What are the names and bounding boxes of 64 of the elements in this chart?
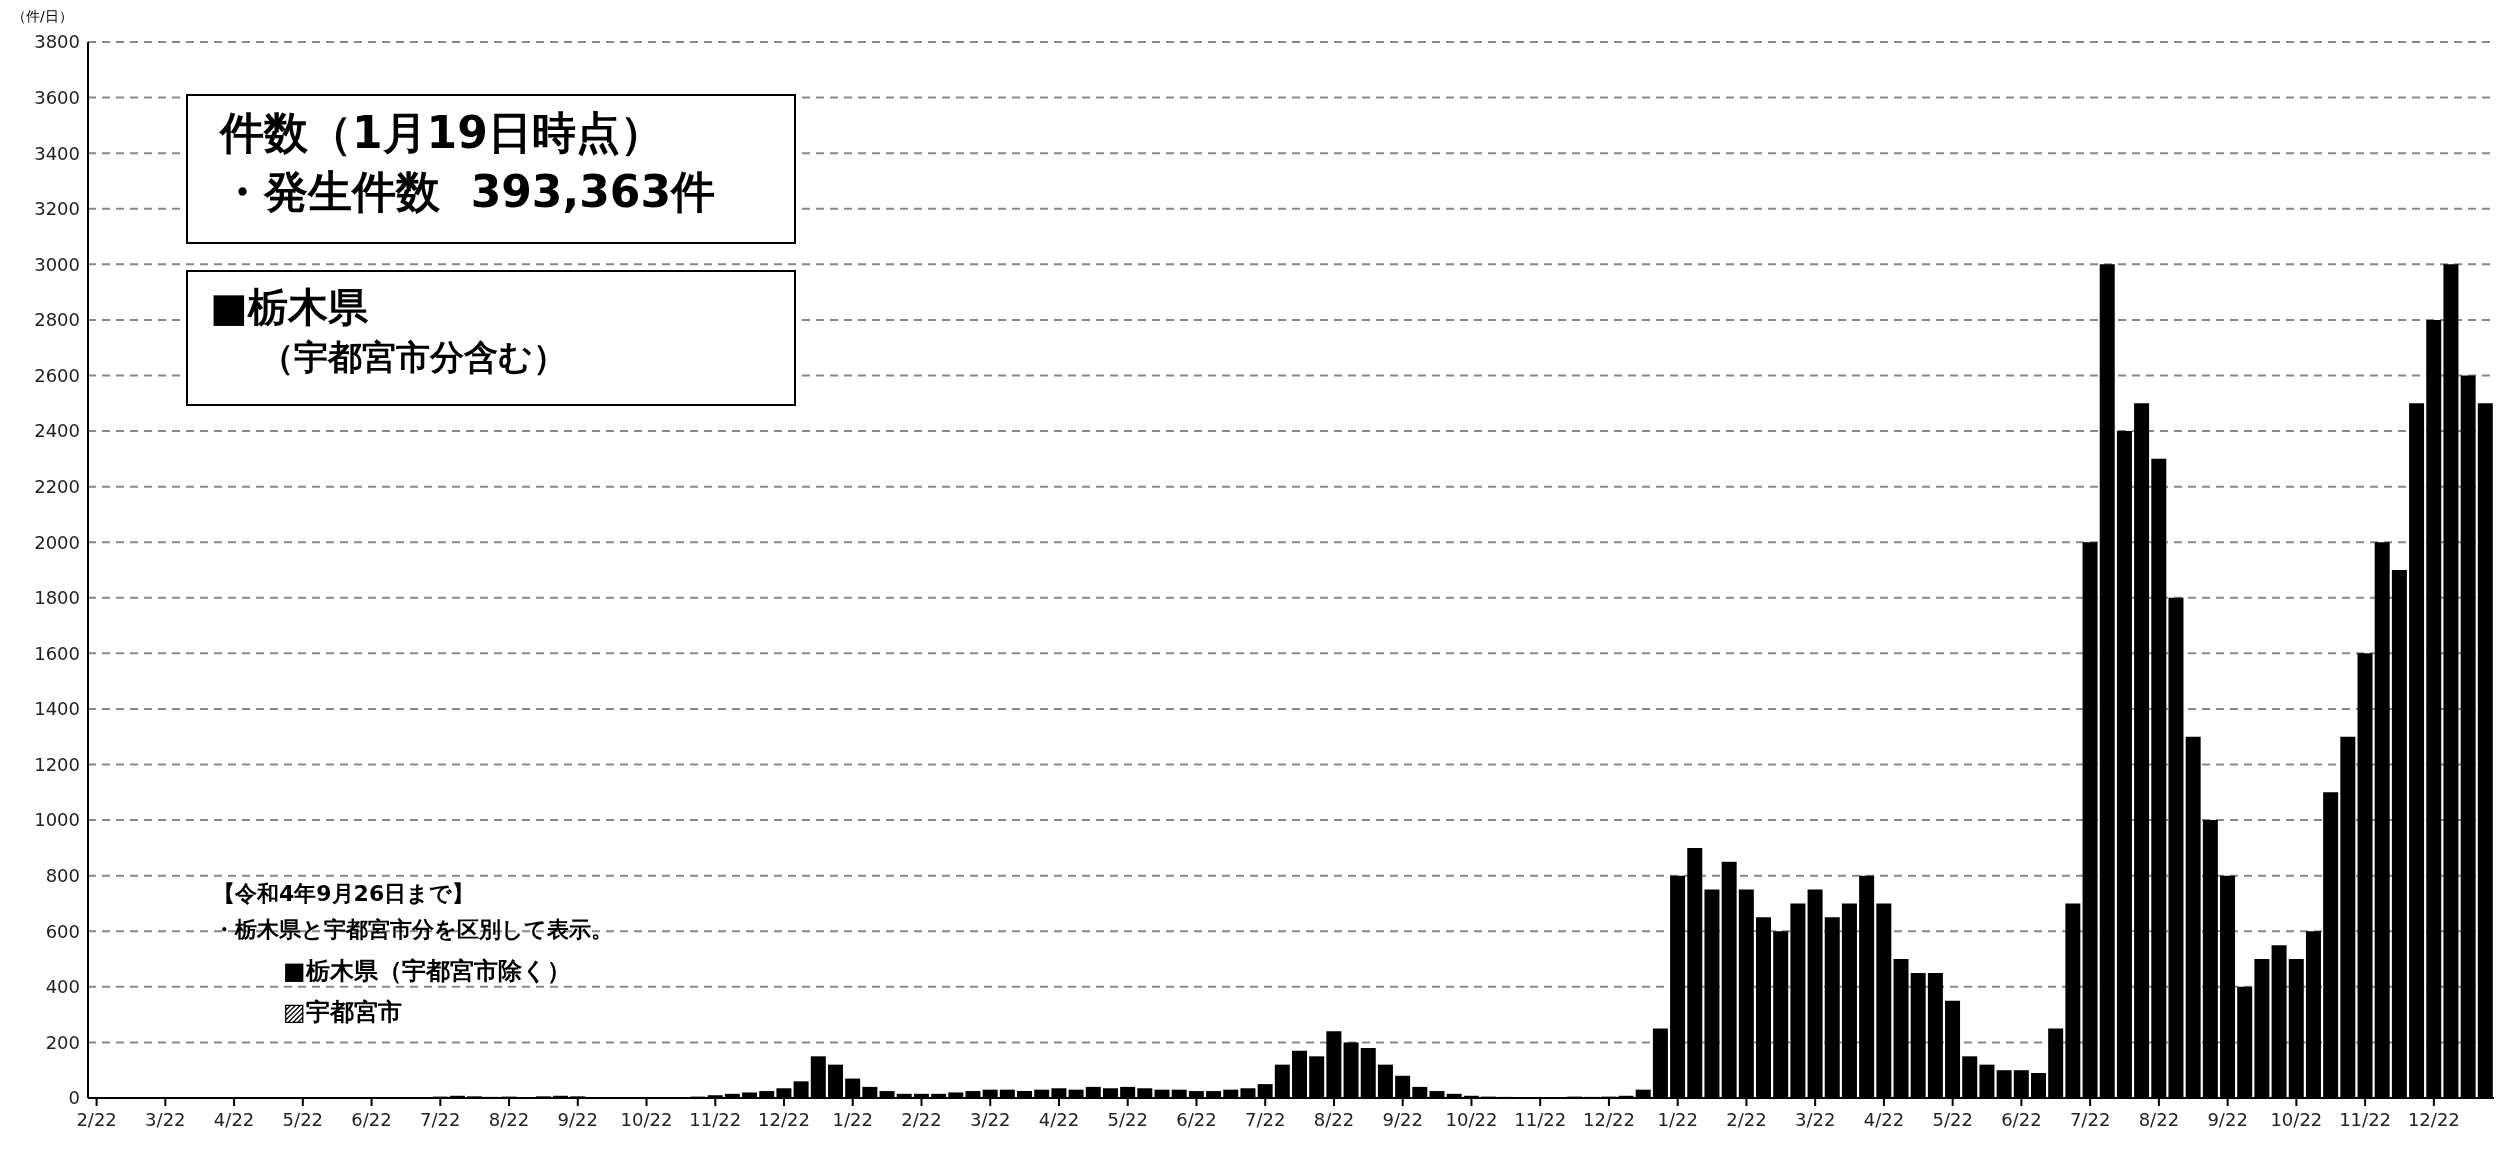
text-box: 件数（1月19日時点） ・発生件数 393,363件: [186, 94, 796, 244]
x-tick-label: 3/22: [970, 1109, 1011, 1130]
x-tick-label: 10/22: [620, 1109, 673, 1130]
y-tick-label: 1000: [34, 809, 80, 831]
x-tick-label: 5/22: [1932, 1109, 1973, 1130]
y-tick-label: 2000: [34, 531, 80, 553]
x-tick-label: 3/22: [145, 1109, 186, 1130]
y-tick-label: 200: [45, 1031, 80, 1053]
x-tick-label: 3/22: [1794, 1109, 1836, 1130]
x-tick-label: 12/22: [1583, 1109, 1635, 1130]
x-tick-label: 9/22: [1382, 1109, 1423, 1130]
x-tick-label: 2/22: [1726, 1109, 1767, 1130]
y-tick-label: 2600: [34, 364, 80, 386]
annotation: ▨宇都宮市: [282, 997, 403, 1028]
x-tick-label: 4/22: [1038, 1109, 1080, 1130]
x-tick-label: 12/22: [758, 1109, 810, 1130]
y-tick-label: 1800: [34, 587, 80, 609]
annotation: ■栃木県: [210, 283, 369, 332]
x-tick-label: 9/22: [2207, 1109, 2248, 1130]
x-tick-label: 8/22: [488, 1109, 530, 1130]
x-tick-label: 7/22: [1245, 1109, 1286, 1130]
y-tick-label: 3400: [34, 142, 80, 164]
x-tick-label: 9/22: [557, 1109, 598, 1130]
x-tick-label: 4/22: [1863, 1109, 1905, 1130]
x-tick-label: 6/22: [351, 1109, 392, 1130]
x-tick-label: 5/22: [1107, 1109, 1148, 1130]
x-tick-label: 11/22: [1514, 1109, 1567, 1130]
annotation: （宇都宮市分含む）: [259, 336, 568, 379]
y-tick-label: 2400: [34, 420, 80, 442]
x-tick-label: 7/22: [2069, 1109, 2111, 1130]
x-tick-label: 6/22: [2001, 1109, 2042, 1130]
x-tick-label: 8/22: [2138, 1109, 2180, 1130]
text-box: ■栃木県 （宇都宮市分含む）: [186, 270, 796, 406]
y-tick-label: 400: [45, 976, 80, 998]
y-tick-label: 3600: [34, 86, 80, 108]
x-tick-label: 1/22: [832, 1109, 873, 1130]
y-tick-label: 3200: [34, 198, 80, 220]
y-tick-label: 1400: [34, 698, 80, 720]
x-tick-label: 11/22: [2339, 1109, 2392, 1130]
y-tick-label: 1600: [34, 642, 80, 664]
x-tick-label: 11/22: [689, 1109, 742, 1130]
annotation: 【令和4年9月26日まで】: [213, 880, 476, 908]
y-tick-label: 3000: [34, 253, 80, 275]
x-tick-label: 1/22: [1657, 1109, 1698, 1130]
y-tick-label: 2200: [34, 476, 80, 498]
y-tick-label: 2800: [34, 309, 80, 331]
y-tick-label: 600: [45, 920, 80, 942]
y-axis-title: （件/日）: [12, 8, 73, 26]
x-tick-label: 4/22: [213, 1109, 255, 1130]
x-tick-label: 2/22: [901, 1109, 942, 1130]
x-tick-label: 10/22: [2270, 1109, 2323, 1130]
annotation: ・栃木県と宇都宮市分を区別して表示。: [213, 916, 613, 944]
x-tick-label: 12/22: [2407, 1109, 2460, 1130]
y-tick-label: 0: [68, 1087, 80, 1109]
x-tick-label: 7/22: [420, 1109, 461, 1130]
x-tick-label: 10/22: [1445, 1109, 1498, 1130]
y-tick-label: 800: [45, 865, 80, 887]
x-tick-label: 5/22: [282, 1109, 324, 1130]
y-tick-label: 1200: [34, 753, 80, 775]
x-tick-label: 2/22: [76, 1109, 117, 1130]
x-tick-label: 6/22: [1176, 1109, 1217, 1130]
x-tick-label: 8/22: [1313, 1109, 1355, 1130]
annotation: ■栃木県（宇都宮市除く）: [282, 956, 572, 987]
y-tick-label: 3800: [34, 31, 80, 53]
